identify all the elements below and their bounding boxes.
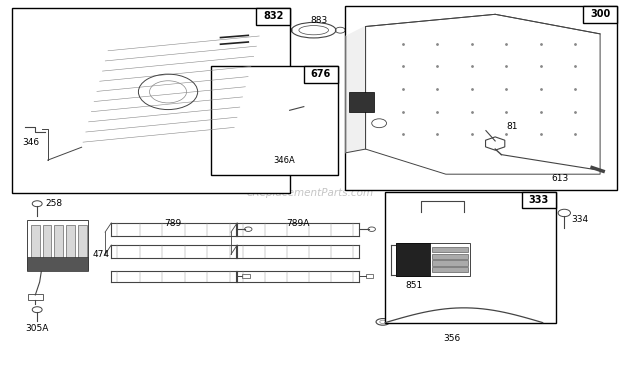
Bar: [55, 225, 63, 267]
Bar: [31, 225, 40, 267]
Text: 851: 851: [405, 281, 422, 290]
Bar: [432, 260, 468, 266]
Bar: [12, 8, 290, 193]
Bar: [385, 192, 556, 323]
Text: 346A: 346A: [273, 156, 295, 165]
Bar: [396, 243, 471, 276]
Bar: [432, 254, 468, 259]
Bar: [345, 6, 618, 190]
Bar: [27, 220, 88, 270]
Text: 613: 613: [551, 174, 569, 183]
Bar: [66, 225, 75, 267]
Text: 789: 789: [164, 219, 182, 228]
Bar: [349, 92, 374, 112]
Bar: [78, 225, 87, 267]
Text: 81: 81: [507, 122, 518, 131]
Text: 334: 334: [572, 215, 589, 224]
Bar: [28, 294, 43, 300]
Bar: [256, 8, 290, 25]
Polygon shape: [346, 26, 366, 153]
Bar: [242, 274, 249, 278]
Bar: [583, 6, 618, 23]
Text: 676: 676: [311, 69, 331, 79]
Text: 356: 356: [443, 334, 461, 343]
Bar: [432, 247, 468, 253]
Bar: [396, 243, 430, 276]
Bar: [211, 66, 338, 175]
Bar: [366, 274, 373, 278]
Bar: [538, 309, 556, 317]
Text: 474: 474: [93, 250, 110, 259]
Text: 305A: 305A: [25, 324, 49, 333]
Bar: [521, 192, 556, 208]
Bar: [304, 66, 338, 83]
Text: 300: 300: [590, 10, 611, 19]
Text: 883: 883: [311, 16, 328, 25]
Text: 789A: 789A: [286, 219, 309, 228]
Text: 346: 346: [22, 138, 40, 147]
Text: 832: 832: [263, 11, 283, 21]
Bar: [43, 225, 51, 267]
Text: 333: 333: [529, 195, 549, 205]
Bar: [432, 267, 468, 272]
Text: eReplacementParts.com: eReplacementParts.com: [246, 188, 374, 198]
Text: 258: 258: [46, 199, 63, 208]
Polygon shape: [366, 14, 600, 174]
Bar: [27, 257, 88, 271]
